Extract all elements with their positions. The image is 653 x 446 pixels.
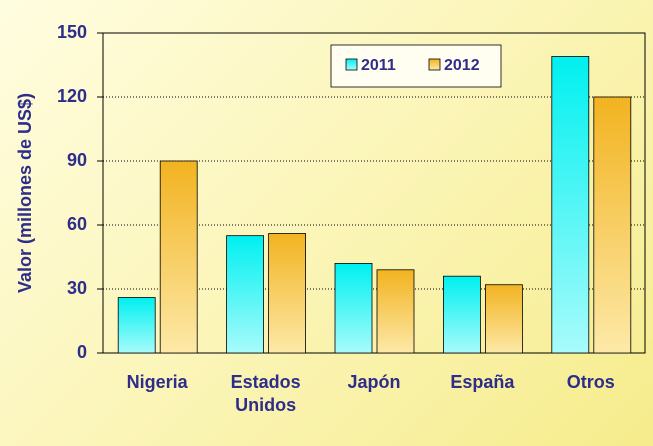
x-tick-label: Estados Unidos [230, 372, 301, 415]
legend-label: 2012 [444, 57, 480, 74]
bar [593, 96, 632, 354]
bar [551, 56, 590, 354]
legend-label: 2011 [361, 57, 396, 74]
y-tick-label: 0 [77, 342, 87, 362]
legend-box [330, 44, 502, 88]
bar [117, 297, 156, 354]
bar [484, 284, 523, 354]
y-tick-label: 90 [67, 150, 87, 170]
bar [334, 262, 373, 354]
bar [268, 233, 307, 354]
plot-frame [102, 32, 646, 354]
y-tick-label: 150 [57, 22, 87, 42]
legend-swatch [345, 58, 358, 71]
y-tick-label: 30 [67, 278, 87, 298]
bar [442, 275, 481, 354]
x-tick-label: Nigeria [126, 372, 188, 392]
x-tick-label: Japón [347, 372, 401, 392]
y-tick-label: 60 [67, 214, 87, 234]
bar [159, 160, 198, 354]
bar [226, 235, 265, 354]
y-tick-label: 120 [57, 86, 87, 106]
legend-swatch [428, 58, 441, 71]
x-tick-label: España [450, 372, 515, 392]
bar [376, 269, 415, 354]
y-axis-label: Valor (millones de US$) [15, 93, 35, 293]
x-tick-label: Otros [566, 372, 615, 392]
